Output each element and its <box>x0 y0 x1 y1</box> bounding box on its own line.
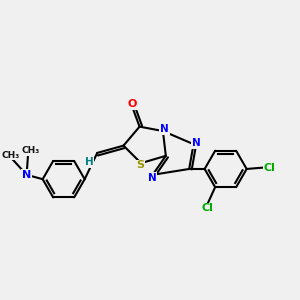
Text: N: N <box>192 138 201 148</box>
Text: Cl: Cl <box>201 203 213 214</box>
Text: CH₃: CH₃ <box>2 151 20 160</box>
Text: N: N <box>22 170 31 180</box>
Text: H: H <box>85 157 93 167</box>
Text: Cl: Cl <box>263 163 275 172</box>
Text: N: N <box>148 173 157 183</box>
Text: CH₃: CH₃ <box>22 146 40 155</box>
Text: S: S <box>136 160 144 170</box>
Text: N: N <box>160 124 169 134</box>
Text: O: O <box>128 100 137 110</box>
